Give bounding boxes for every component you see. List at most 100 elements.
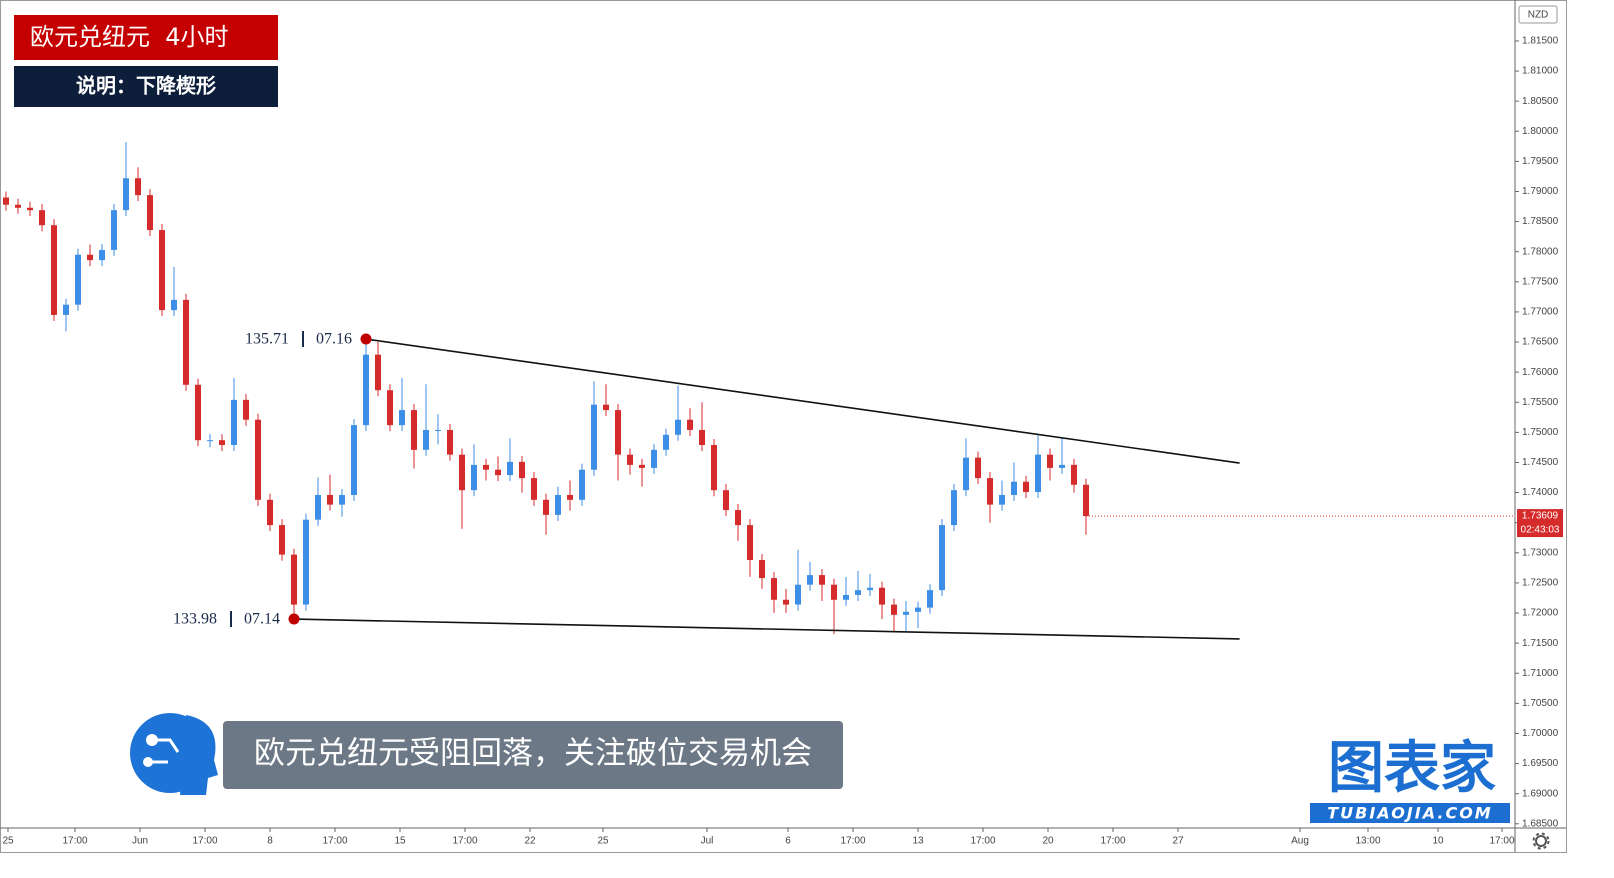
candle-body	[495, 469, 501, 476]
candle-body	[567, 494, 573, 500]
candle-body	[579, 469, 585, 500]
candle-body	[531, 478, 537, 500]
anchor-value: 135.71	[245, 331, 289, 348]
candle-body	[795, 584, 801, 605]
candle-body	[375, 354, 381, 391]
candle-body	[639, 464, 645, 468]
y-tick-label: 1.79000	[1522, 186, 1559, 197]
candle-body	[555, 494, 561, 515]
y-tick-label: 1.69500	[1522, 758, 1559, 769]
chart-title: 欧元兑纽元 4小时	[30, 23, 229, 51]
candle-body	[159, 230, 165, 311]
y-tick-label: 1.81000	[1522, 66, 1559, 77]
candle-body	[1047, 454, 1053, 468]
candle-body	[219, 440, 225, 446]
candle-body	[939, 525, 945, 591]
candle-body	[135, 178, 141, 196]
candle-body	[723, 490, 729, 511]
candle-body	[399, 410, 405, 426]
candle-body	[315, 494, 321, 520]
x-tick-label: 17:00	[970, 836, 995, 847]
candle-body	[243, 399, 249, 420]
candle-body	[519, 461, 525, 479]
y-tick-label: 1.72500	[1522, 578, 1559, 589]
candle-body	[111, 210, 117, 250]
anchor-point	[288, 613, 300, 625]
candle-body	[891, 604, 897, 615]
y-tick-label: 1.77500	[1522, 276, 1559, 287]
candle-body	[363, 354, 369, 426]
candle-body	[591, 404, 597, 470]
candle-body	[147, 195, 153, 231]
y-tick-label: 1.70000	[1522, 728, 1559, 739]
candle-body	[447, 429, 453, 455]
y-tick-label: 1.76000	[1522, 367, 1559, 378]
candle-body	[855, 590, 861, 595]
candle-body	[435, 429, 441, 431]
y-tick-label: 1.74500	[1522, 457, 1559, 468]
y-tick-label: 1.73000	[1522, 547, 1559, 558]
candle-body	[675, 419, 681, 435]
logo-url: TUBIAOJIA.COM	[1327, 804, 1492, 823]
x-tick-label: Jul	[701, 836, 714, 847]
x-tick-label: 17:00	[1100, 836, 1125, 847]
candle-body	[903, 611, 909, 615]
candle-body	[267, 499, 273, 526]
candle-body	[1071, 464, 1077, 485]
frame	[0, 0, 1567, 853]
y-tick-label: 1.81500	[1522, 36, 1559, 47]
candle-body	[327, 494, 333, 505]
x-tick-label: 8	[267, 836, 273, 847]
candle-body	[51, 225, 57, 315]
y-tick-label: 1.68500	[1522, 818, 1559, 829]
currency-box	[1518, 5, 1558, 24]
candle-body	[783, 599, 789, 605]
candle-body	[75, 254, 81, 305]
x-tick-label: 27	[1172, 836, 1184, 847]
candle-body	[195, 384, 201, 441]
y-tick-label: 1.76500	[1522, 337, 1559, 348]
logo-text: 图表家	[1328, 736, 1496, 801]
y-tick-label: 1.78500	[1522, 216, 1559, 227]
candle-body	[207, 440, 213, 442]
candle-body	[759, 560, 765, 579]
caption-box	[223, 721, 843, 789]
candle-body	[663, 434, 669, 450]
x-tick-label: 17:00	[1489, 836, 1514, 847]
y-tick-label: 1.79500	[1522, 156, 1559, 167]
candle-body	[1059, 464, 1065, 468]
logo-head	[130, 713, 218, 795]
candle-body	[15, 204, 21, 208]
candle-body	[651, 449, 657, 468]
x-tick-label: 15	[394, 836, 406, 847]
candle-body	[303, 519, 309, 605]
candle-body	[339, 494, 345, 505]
candle-body	[1083, 484, 1089, 517]
candle-body	[975, 457, 981, 479]
candle-body	[711, 445, 717, 491]
title-box	[14, 15, 278, 60]
candle-body	[771, 578, 777, 600]
candle-body	[279, 525, 285, 555]
price-label-box	[1517, 509, 1563, 538]
y-tick-label: 1.75000	[1522, 427, 1559, 438]
y-tick-label: 1.71500	[1522, 638, 1559, 649]
candle-body	[351, 425, 357, 495]
candle-body	[291, 554, 297, 605]
candle-body	[927, 590, 933, 608]
candle-body	[171, 299, 177, 311]
candle-body	[27, 207, 33, 211]
candle-body	[687, 419, 693, 430]
candle-body	[987, 478, 993, 505]
candle-body	[879, 587, 885, 605]
y-tick-label: 1.70500	[1522, 698, 1559, 709]
candle-body	[999, 494, 1005, 505]
settings-icon[interactable]	[1532, 832, 1550, 850]
candle-body	[747, 525, 753, 561]
x-tick-label: 25	[597, 836, 609, 847]
x-tick-label: 6	[785, 836, 791, 847]
x-tick-label: 17:00	[452, 836, 477, 847]
candle-body	[843, 594, 849, 600]
candle-body	[3, 197, 9, 205]
x-tick-label: 13	[912, 836, 924, 847]
